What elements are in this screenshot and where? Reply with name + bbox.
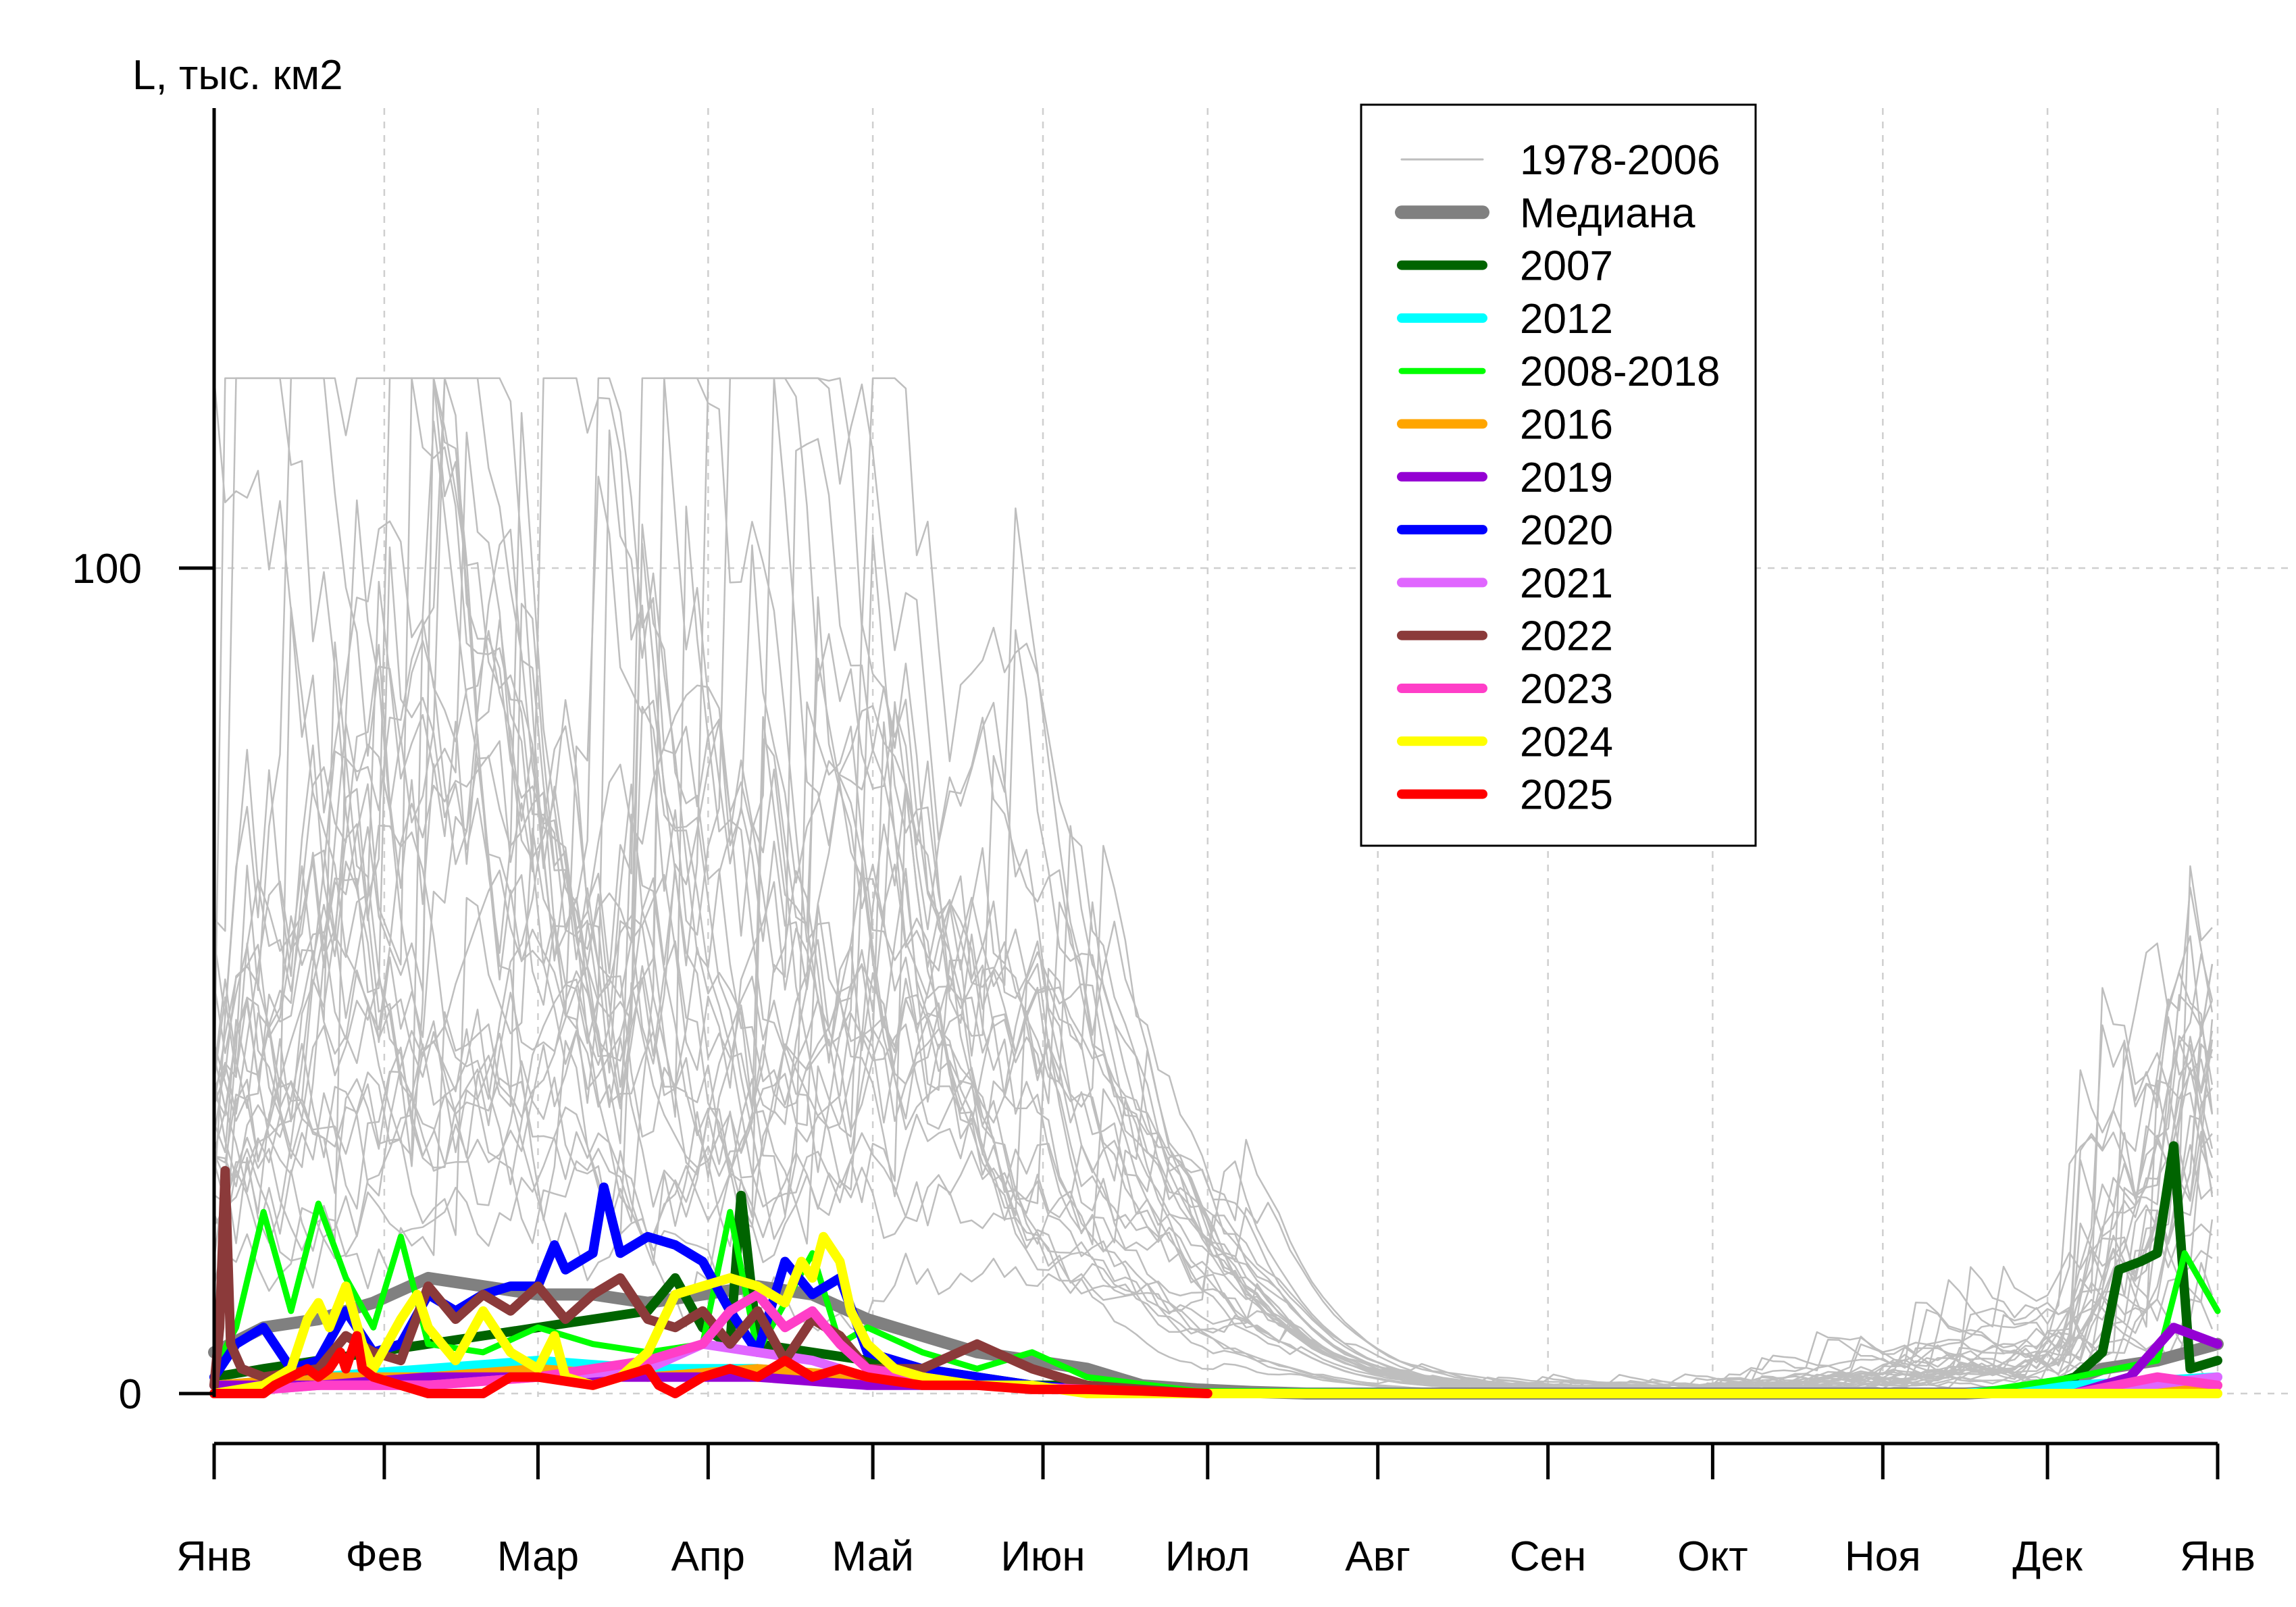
x-tick-label: Май [832,1533,913,1580]
legend-label: 2025 [1520,772,1613,819]
x-tick-label: Сен [1510,1533,1587,1580]
historical-line [213,377,2214,1387]
x-tick-label: Июл [1165,1533,1250,1580]
x-tick-label: Фев [346,1533,424,1580]
y-axis-label: L, тыс. км2 [132,52,343,99]
x-tick-label: Янв [2180,1533,2255,1580]
legend-label: 2016 [1520,402,1613,449]
historical-line [213,377,2214,1390]
historical-line [213,377,2214,1389]
legend: 1978-2006 Медиана 2007 2012 2008-2018 2016 201… [1360,103,1757,847]
y-tick-label: 100 [72,546,142,592]
x-tick-label: Апр [671,1533,745,1580]
historical-line [213,432,2214,1394]
x-tick-label: Мар [497,1533,579,1580]
y-ticks: 0 100 [72,546,214,1418]
x-tick-label: Янв [176,1533,252,1580]
historical-line [213,1054,2214,1395]
x-ticks: Янв Фев Мар Апр Май Июн Июл Авг Сен Окт Ноя Дек Янв [176,1444,2255,1580]
legend-label: 2008-2018 [1520,349,1720,395]
x-tick-label: Авг [1345,1533,1410,1580]
series-line [209,1141,2222,1398]
historical-line [213,507,2214,1388]
legend-label: 2019 [1520,455,1613,501]
legend-label: 2022 [1520,613,1613,660]
historical-line [213,377,2214,1393]
legend-label: 2021 [1520,560,1613,607]
legend-label: 2020 [1520,507,1613,554]
series-lines [208,1141,2224,1400]
historical-line [213,377,2214,1390]
legend-label: 2007 [1520,243,1613,290]
historical-line [213,915,2213,1392]
historical-line [213,377,2213,1392]
x-tick-label: Дек [2012,1533,2083,1580]
legend-label: 2012 [1520,296,1613,342]
historical-lines [213,377,2214,1395]
x-tick-label: Июн [1000,1533,1085,1580]
x-tick-label: Окт [1677,1533,1747,1580]
legend-label: 2024 [1520,719,1613,765]
legend-label: 1978-2006 [1520,137,1720,184]
historical-line [213,377,2214,1387]
series-line [209,1331,1213,1398]
legend-label: Медиана [1520,190,1695,236]
legend-label: 2023 [1520,666,1613,713]
y-tick-label: 0 [119,1371,142,1418]
x-tick-label: Ноя [1845,1533,1921,1580]
